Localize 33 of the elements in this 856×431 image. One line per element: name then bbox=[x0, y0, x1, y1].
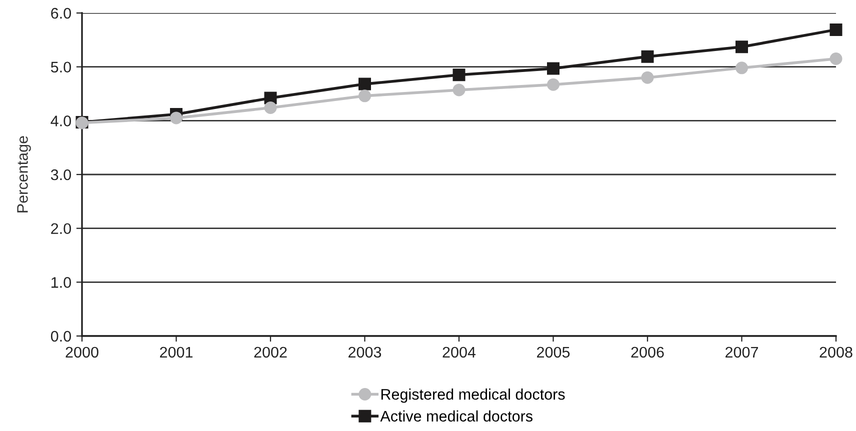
legend-label: Active medical doctors bbox=[380, 410, 532, 422]
point bbox=[736, 62, 748, 74]
y-tick-label: 0.0 bbox=[50, 330, 71, 342]
x-tick-label: 2005 bbox=[537, 346, 570, 358]
y-axis-title: Percentage bbox=[17, 136, 31, 212]
y-tick-label: 3.0 bbox=[50, 169, 71, 180]
point bbox=[358, 90, 371, 102]
x-tick-label: 2000 bbox=[66, 346, 98, 358]
y-tick-label: 5.0 bbox=[50, 62, 71, 73]
x-tick-label: 2008 bbox=[820, 346, 852, 358]
point bbox=[358, 78, 371, 90]
x-tick-label: 2006 bbox=[631, 346, 664, 358]
y-tick-label: 4.0 bbox=[50, 116, 71, 126]
y-tick-label: 2.0 bbox=[51, 223, 71, 234]
y-tick-label: 1.0 bbox=[52, 277, 71, 288]
x-tick-label: 2007 bbox=[726, 346, 758, 358]
legend-label: Registered medical doctors bbox=[381, 388, 565, 403]
point bbox=[452, 84, 466, 96]
x-tick-label: 2001 bbox=[160, 346, 192, 358]
x-tick-label: 2003 bbox=[348, 346, 382, 358]
point bbox=[830, 52, 842, 66]
point bbox=[547, 78, 560, 91]
point bbox=[641, 50, 654, 63]
point bbox=[736, 40, 748, 54]
point bbox=[547, 62, 560, 75]
point bbox=[170, 112, 182, 124]
point bbox=[264, 101, 277, 114]
point bbox=[830, 23, 842, 36]
point bbox=[641, 71, 654, 84]
point bbox=[452, 68, 466, 82]
x-tick-label: 2004 bbox=[442, 346, 476, 358]
x-tick-label: 2002 bbox=[254, 346, 287, 358]
y-tick-label: 6.0 bbox=[51, 8, 71, 19]
